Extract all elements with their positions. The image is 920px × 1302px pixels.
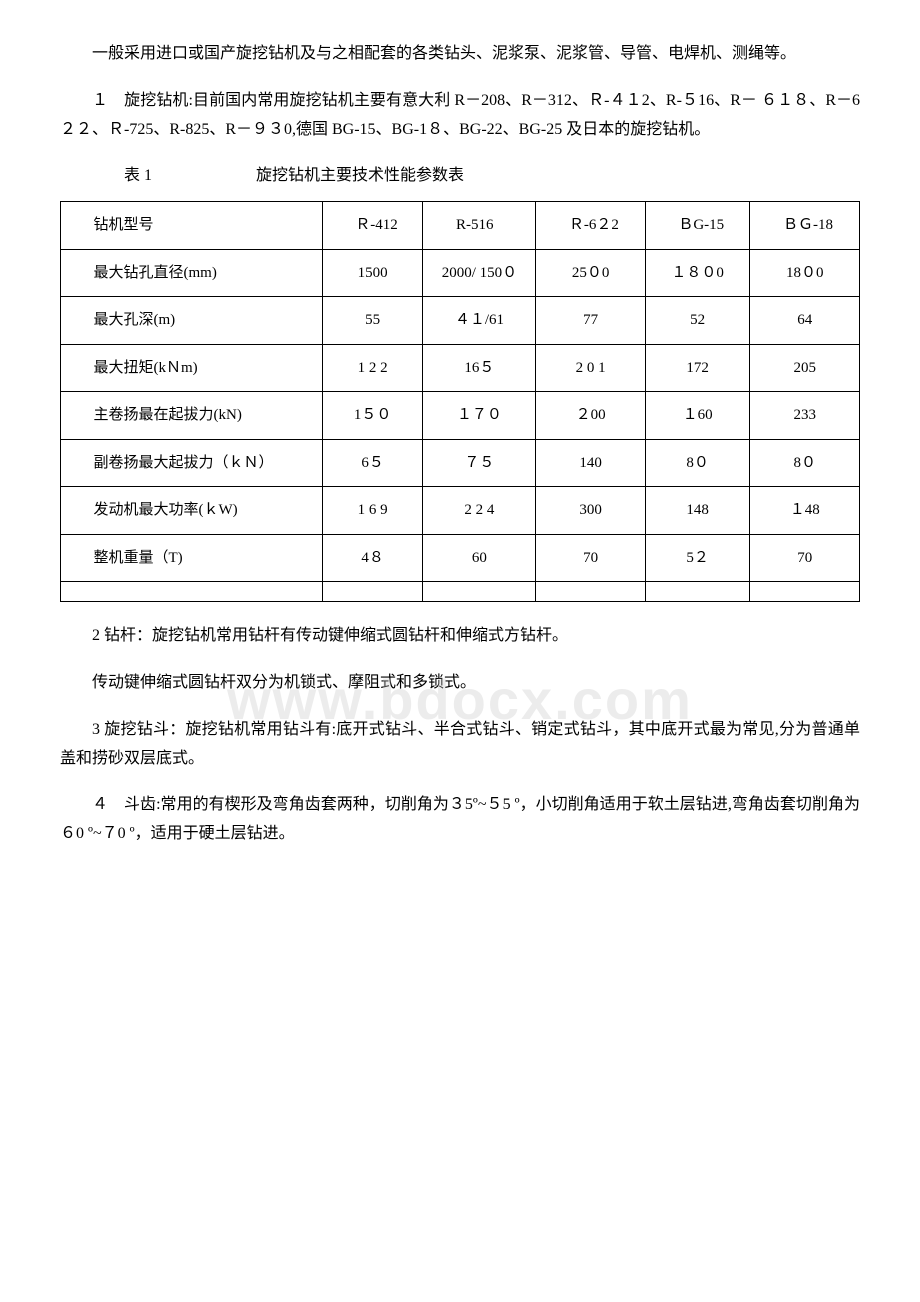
table-empty-row [61,582,860,602]
cell-value: 70 [750,534,860,582]
cell-value: 16５ [423,344,536,392]
cell-value: 52 [645,297,750,345]
row-label: 最大钻孔直径(mm) [61,249,323,297]
cell-value: 1５０ [322,392,423,440]
cell-value: 172 [645,344,750,392]
cell-value: 205 [750,344,860,392]
empty-cell [61,582,323,602]
specs-table: 钻机型号 Ｒ-412 R-516 Ｒ-6２2 ＢG-15 ＢＧ-18 最大钻孔直… [60,201,860,602]
table-row: 副卷扬最大起拔力（ｋＮ） 6５ ７５ 140 8０ 8０ [61,439,860,487]
paragraph-bucket-teeth: ４ 斗齿:常用的有楔形及弯角齿套两种，切削角为３5º~５5 º，小切削角适用于软… [60,791,860,849]
cell-value: １48 [750,487,860,535]
empty-cell [750,582,860,602]
table-row: 发动机最大功率(ｋW) 1 6 9 2 2 4 300 148 １48 [61,487,860,535]
cell-value: 64 [750,297,860,345]
cell-value: 55 [322,297,423,345]
cell-value: 18０0 [750,249,860,297]
col-header-r516: R-516 [423,202,536,250]
col-header-r622: Ｒ-6２2 [536,202,645,250]
cell-value: ２00 [536,392,645,440]
table-row: 整机重量（T) 4８ 60 70 5２ 70 [61,534,860,582]
cell-value: １７０ [423,392,536,440]
cell-value: 25０0 [536,249,645,297]
cell-value: 1500 [322,249,423,297]
table-row: 最大扭矩(kＮm) 1 2 2 16５ 2 0 1 172 205 [61,344,860,392]
table-caption-label: 表 1 [92,162,152,191]
table-row: 主卷扬最在起拔力(kN) 1５０ １７０ ２00 １60 233 [61,392,860,440]
row-label: 副卷扬最大起拔力（ｋＮ） [61,439,323,487]
cell-value: 60 [423,534,536,582]
cell-value: 70 [536,534,645,582]
col-header-bg15: ＢG-15 [645,202,750,250]
empty-cell [536,582,645,602]
cell-value: １60 [645,392,750,440]
cell-value: 148 [645,487,750,535]
col-header-bg18: ＢＧ-18 [750,202,860,250]
cell-value: 140 [536,439,645,487]
cell-value: 5２ [645,534,750,582]
empty-cell [423,582,536,602]
paragraph-intro: 一般采用进口或国产旋挖钻机及与之相配套的各类钻头、泥浆泵、泥浆管、导管、电焊机、… [60,40,860,69]
cell-value: 1 6 9 [322,487,423,535]
row-label: 主卷扬最在起拔力(kN) [61,392,323,440]
paragraph-rod-types: 传动键伸缩式圆钻杆双分为机锁式、摩阻式和多锁式。 [60,669,860,698]
document-content: www.bdocx.com 一般采用进口或国产旋挖钻机及与之相配套的各类钻头、泥… [60,40,860,849]
cell-value: 233 [750,392,860,440]
empty-cell [645,582,750,602]
table-caption: 表 1 旋挖钻机主要技术性能参数表 [60,162,860,191]
paragraph-drill-machines: １ 旋挖钻机:目前国内常用旋挖钻机主要有意大利 R－208、R－312、Ｒ-４１… [60,87,860,145]
cell-value: 2 0 1 [536,344,645,392]
row-label: 发动机最大功率(ｋW) [61,487,323,535]
table-row: 最大孔深(m) 55 ４１/61 77 52 64 [61,297,860,345]
row-label: 整机重量（T) [61,534,323,582]
row-label: 最大扭矩(kＮm) [61,344,323,392]
col-header-model: 钻机型号 [61,202,323,250]
cell-value: １８０0 [645,249,750,297]
cell-value: 1 2 2 [322,344,423,392]
cell-value: 8０ [645,439,750,487]
cell-value: 2 2 4 [423,487,536,535]
cell-value: 2000/ 150０ [423,249,536,297]
cell-value: 4８ [322,534,423,582]
cell-value: ４１/61 [423,297,536,345]
table-header-row: 钻机型号 Ｒ-412 R-516 Ｒ-6２2 ＢG-15 ＢＧ-18 [61,202,860,250]
table-row: 最大钻孔直径(mm) 1500 2000/ 150０ 25０0 １８０0 18０… [61,249,860,297]
cell-value: ７５ [423,439,536,487]
col-header-r412: Ｒ-412 [322,202,423,250]
paragraph-drill-rod: 2 钻杆：旋挖钻机常用钻杆有传动键伸缩式圆钻杆和伸缩式方钻杆。 [60,622,860,651]
row-label: 最大孔深(m) [61,297,323,345]
cell-value: 8０ [750,439,860,487]
cell-value: 6５ [322,439,423,487]
cell-value: 77 [536,297,645,345]
table-caption-title: 旋挖钻机主要技术性能参数表 [256,167,464,184]
empty-cell [322,582,423,602]
paragraph-drill-bucket: 3 旋挖钻斗：旋挖钻机常用钻斗有:底开式钻斗、半合式钻斗、销定式钻斗，其中底开式… [60,716,860,774]
cell-value: 300 [536,487,645,535]
